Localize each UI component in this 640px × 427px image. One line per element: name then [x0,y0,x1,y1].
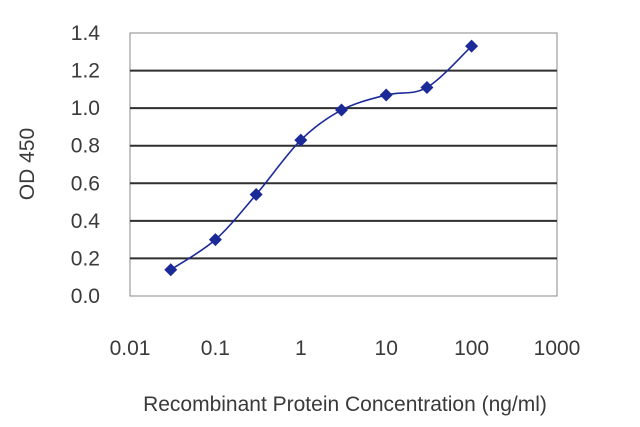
x-tick-label: 10 [375,337,398,360]
y-tick-label: 1.2 [71,60,100,83]
data-point-marker [335,103,349,117]
x-axis-ticks: 0.01 0.1 1 10 100 1000 [110,337,581,360]
y-tick-label: 0.2 [71,247,100,270]
data-point-marker [379,88,393,102]
x-axis-title: Recombinant Protein Concentration (ng/ml… [143,393,547,416]
x-tick-label: 1 [295,337,307,360]
x-tick-label: 0.01 [110,337,151,360]
x-tick-label: 1000 [534,337,581,360]
x-tick-label: 0.1 [201,337,230,360]
data-point-marker [208,233,222,247]
y-tick-label: 1.0 [71,97,100,120]
data-point-marker [465,39,479,53]
x-tick-label: 100 [454,337,489,360]
y-tick-label: 1.4 [71,22,101,45]
data-point-marker [164,263,178,277]
y-tick-label: 0.8 [71,135,100,158]
y-axis-title: OD 450 [16,128,39,200]
y-tick-label: 0.0 [71,285,100,308]
data-point-marker [249,188,263,202]
series-layer [164,39,479,277]
plot-area [129,32,558,297]
y-tick-label: 0.6 [71,172,100,195]
data-point-marker [420,80,434,94]
y-tick-label: 0.4 [71,210,101,233]
data-point-marker [294,133,308,147]
y-axis-ticks: 0.0 0.2 0.4 0.6 0.8 1.0 1.2 1.4 [71,22,101,308]
